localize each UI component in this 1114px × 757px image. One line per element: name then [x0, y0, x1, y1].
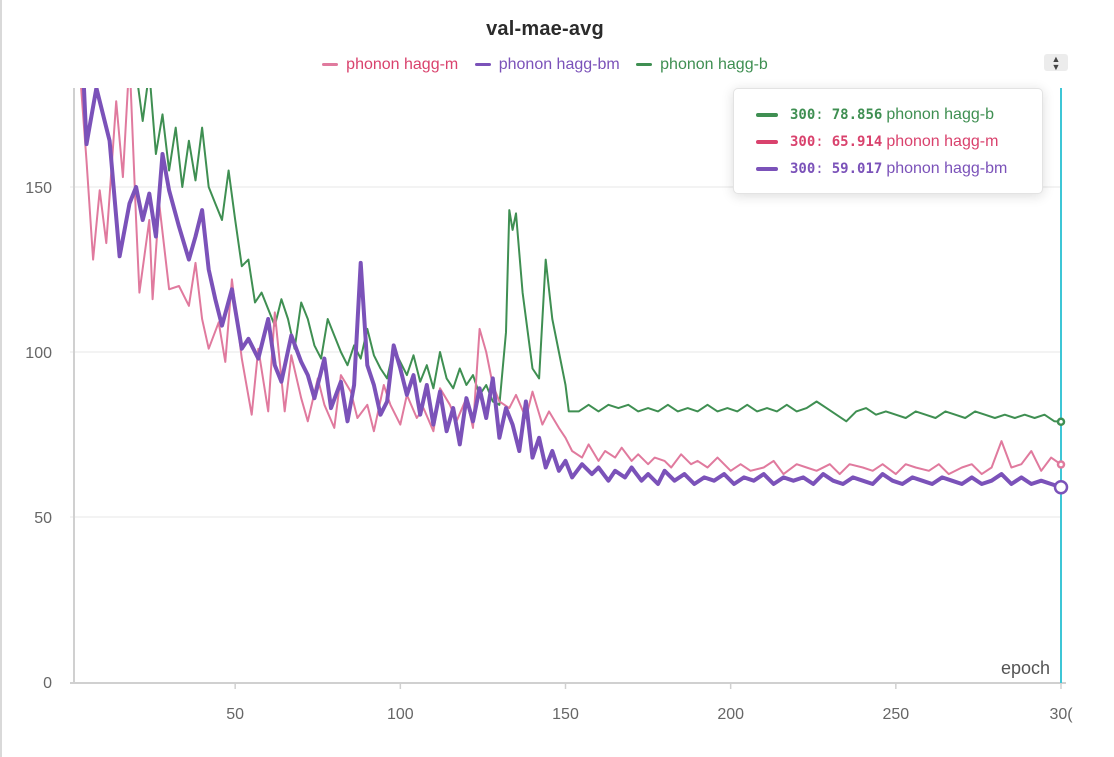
y-tick-label: 150 [25, 180, 52, 197]
x-tick-label: 50 [226, 706, 244, 723]
series-line-phonon-hagg-bm [81, 88, 1063, 490]
legend-swatch-hagg-b [636, 63, 653, 66]
y-tick-label: 50 [34, 510, 52, 527]
tooltip-value: 65.914 [831, 133, 883, 150]
hover-point-phonon-hagg-b [1056, 417, 1066, 427]
tooltip-step: 300 [790, 160, 816, 177]
hover-tooltip: 300: 78.856 phonon hagg-b 300: 65.914 ph… [733, 88, 1043, 194]
tooltip-name: phonon hagg-m [886, 132, 999, 150]
tooltip-swatch-hagg-b [756, 112, 778, 117]
x-tick-label: 150 [552, 706, 579, 723]
tooltip-value: 78.856 [831, 106, 883, 123]
legend-label-hagg-m: phonon hagg-m [346, 55, 459, 73]
x-tick-label: 30( [1049, 706, 1073, 723]
sort-updown-icon[interactable]: ▲ ▼ [1044, 54, 1068, 72]
x-tick-label: 250 [882, 706, 909, 723]
tooltip-swatch-hagg-bm [756, 166, 778, 171]
tooltip-row-hagg-m: 300: 65.914 phonon hagg-m [734, 128, 1042, 155]
hover-point-phonon-hagg-m [1056, 460, 1066, 469]
series-line-phonon-hagg-b [137, 88, 1062, 423]
tooltip-swatch-hagg-m [756, 139, 778, 144]
legend: phonon hagg-m phonon hagg-bm phonon hagg… [2, 53, 1088, 74]
legend-swatch-hagg-bm [474, 63, 491, 66]
legend-item-hagg-m[interactable]: phonon hagg-m [322, 56, 458, 74]
series-line-phonon-hagg-m [80, 88, 1062, 476]
legend-item-hagg-b[interactable]: phonon hagg-b [636, 56, 768, 74]
legend-swatch-hagg-m [322, 63, 339, 66]
tooltip-name: phonon hagg-bm [886, 159, 1008, 177]
tooltip-row-hagg-bm: 300: 59.017 phonon hagg-bm [734, 155, 1042, 182]
legend-item-hagg-bm[interactable]: phonon hagg-bm [474, 55, 620, 74]
y-tick-label: 100 [25, 345, 52, 362]
x-axis-title: epoch [1001, 658, 1050, 678]
legend-label-hagg-bm: phonon hagg-bm [498, 55, 620, 73]
tooltip-name: phonon hagg-b [886, 105, 994, 123]
x-tick-label: 100 [387, 706, 414, 723]
hover-point-phonon-hagg-bm [1053, 479, 1069, 495]
chart-title: val-mae-avg [486, 18, 604, 40]
tooltip-row-hagg-b: 300: 78.856 phonon hagg-b [734, 101, 1042, 128]
x-tick-label: 200 [717, 706, 744, 723]
tooltip-step: 300 [790, 133, 816, 150]
tooltip-value: 59.017 [831, 160, 883, 177]
tooltip-step: 300 [790, 106, 816, 123]
y-tick-label: 0 [43, 675, 52, 692]
legend-label-hagg-b: phonon hagg-b [660, 55, 768, 73]
